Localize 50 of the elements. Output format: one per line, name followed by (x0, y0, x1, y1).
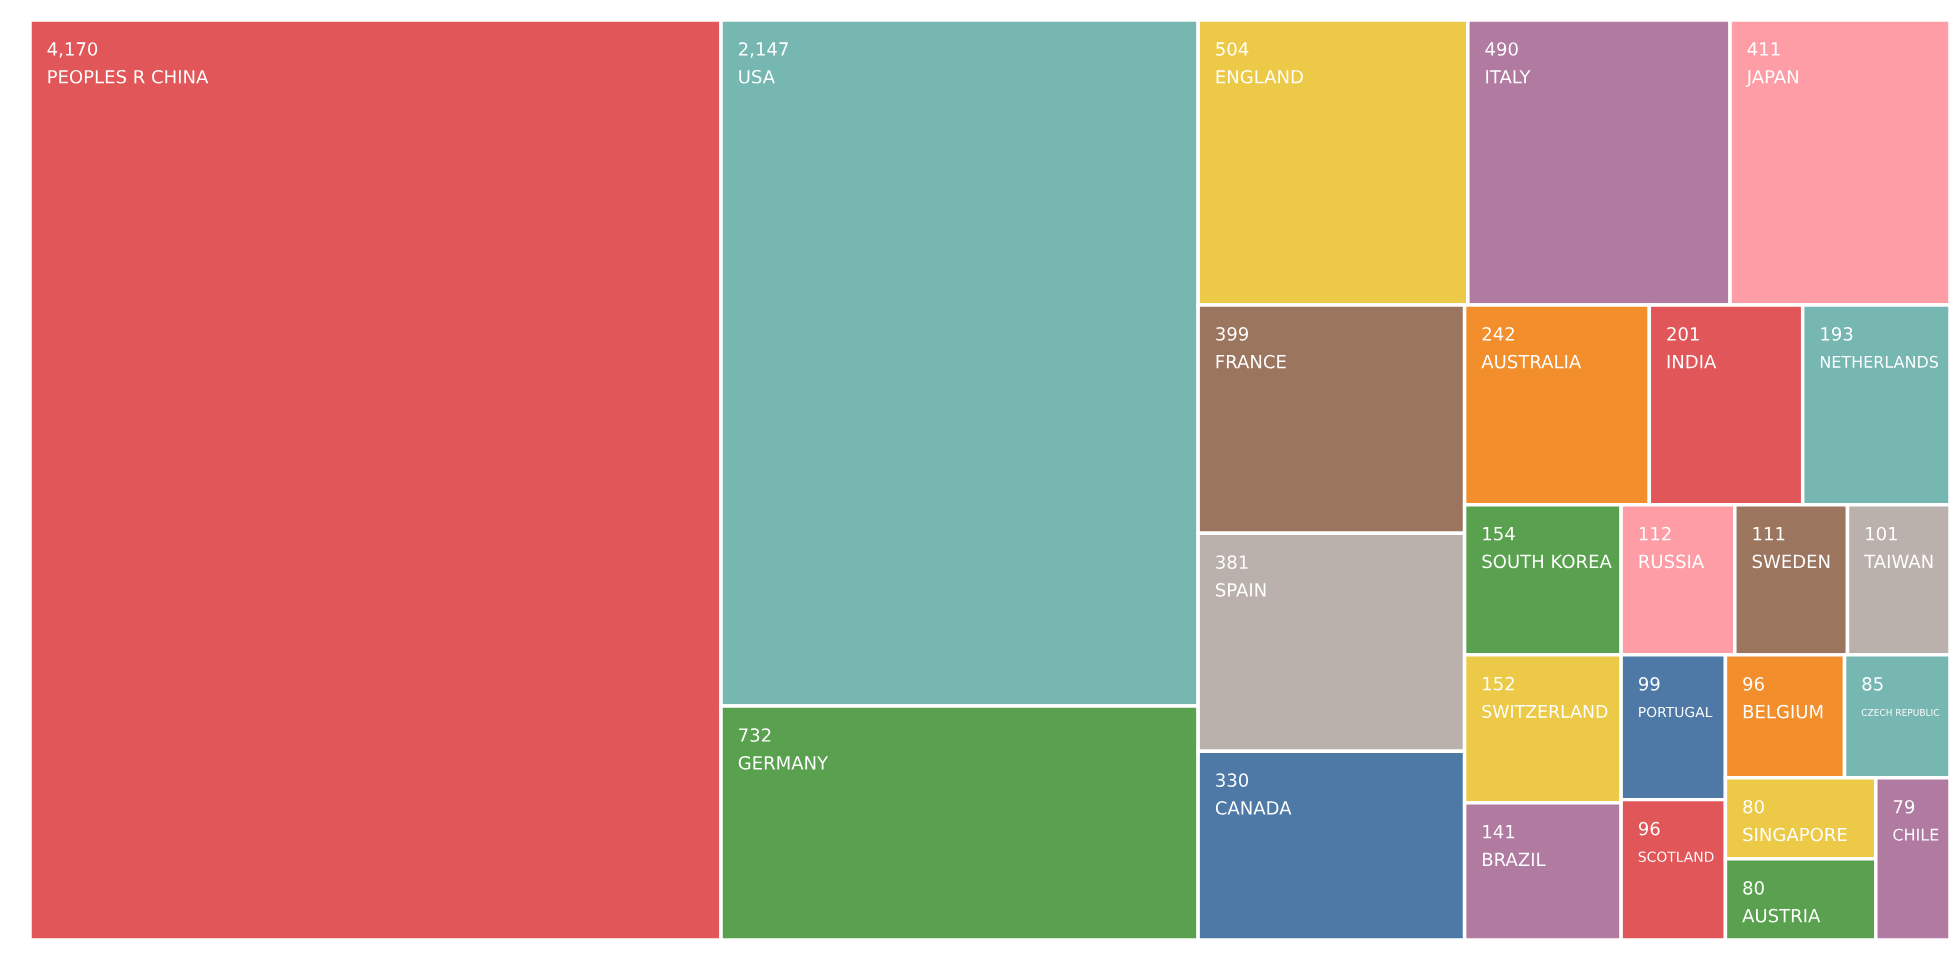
category-label: RUSSIA (1639, 554, 1705, 569)
category-label: BELGIUM (1743, 704, 1823, 719)
data-label: 490 (1485, 42, 1518, 56)
category-label: ENGLAND (1216, 69, 1303, 84)
category-label: ITALY (1486, 70, 1531, 84)
category-label: JAPAN (1745, 70, 1798, 87)
category-label: PEOPLES R CHINA (48, 69, 209, 84)
category-label: CZECH REPUBLIC (1861, 709, 1940, 716)
category-label: INDIA (1667, 355, 1717, 369)
category-label: SWEDEN (1752, 554, 1830, 569)
category-label: AUSTRALIA (1481, 354, 1582, 369)
category-label: SPAIN (1216, 583, 1266, 597)
category-label: SCOTLAND (1638, 851, 1714, 862)
data-label: 96 (1743, 677, 1764, 691)
data-label: 193 (1821, 327, 1853, 341)
data-label: 732 (739, 728, 771, 742)
data-label: 101 (1866, 526, 1897, 541)
data-label: 411 (1747, 42, 1780, 56)
category-label: SOUTH KOREA (1482, 554, 1612, 569)
data-label: 201 (1667, 327, 1699, 341)
category-label: TAIWAN (1864, 554, 1933, 568)
data-label: 112 (1639, 526, 1671, 541)
data-label: 80 (1743, 881, 1764, 895)
category-label: FRANCE (1216, 354, 1286, 369)
category-label: AUSTRIA (1742, 908, 1821, 923)
data-label: 399 (1216, 327, 1248, 341)
data-label: 242 (1482, 327, 1514, 341)
category-label: SINGAPORE (1743, 827, 1847, 842)
data-label: 152 (1483, 676, 1514, 691)
category-label: GERMANY (738, 756, 829, 770)
category-label: CANADA (1215, 801, 1292, 815)
data-label: 2,147 (739, 42, 788, 58)
data-label: 111 (1753, 527, 1785, 541)
data-label: 330 (1216, 773, 1249, 787)
category-label: CHILE (1893, 828, 1939, 841)
category-label: BRAZIL (1483, 852, 1546, 866)
data-label: 4,170 (47, 42, 98, 58)
data-label: 80 (1743, 799, 1764, 814)
data-label: 381 (1216, 555, 1248, 569)
data-label: 85 (1862, 677, 1883, 691)
data-label: 504 (1216, 42, 1249, 56)
category-label: NETHERLANDS (1820, 355, 1939, 368)
data-label: 79 (1893, 799, 1915, 814)
data-label: 96 (1638, 821, 1660, 836)
data-label: 99 (1638, 677, 1660, 691)
data-label: 141 (1483, 825, 1515, 839)
category-label: PORTUGAL (1639, 706, 1713, 718)
category-label: SWITZERLAND (1482, 704, 1608, 719)
data-label: 154 (1483, 527, 1515, 541)
category-label: USA (739, 69, 775, 84)
